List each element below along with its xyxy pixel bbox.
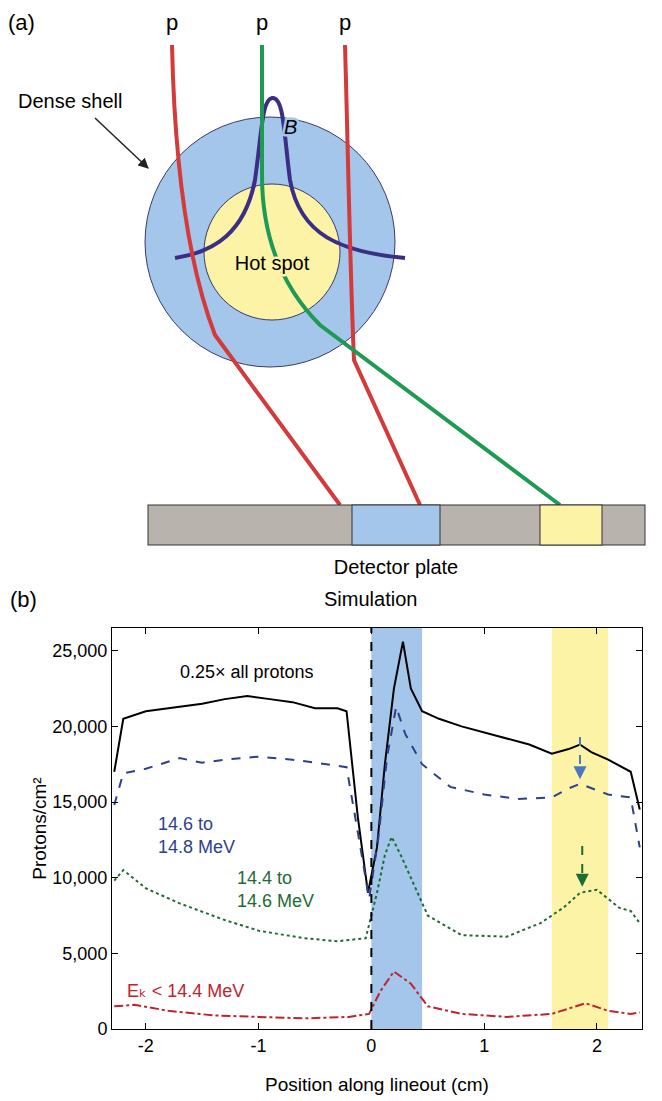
svg-text:p: p [339, 10, 351, 35]
svg-text:0: 0 [366, 1036, 376, 1056]
svg-text:0: 0 [97, 1019, 107, 1039]
svg-text:20,000: 20,000 [52, 717, 107, 737]
svg-text:1: 1 [479, 1036, 489, 1056]
svg-text:Detector plate: Detector plate [334, 556, 459, 578]
svg-text:5,000: 5,000 [62, 944, 107, 964]
svg-text:-1: -1 [251, 1036, 267, 1056]
svg-text:p: p [256, 10, 268, 35]
svg-text:-2: -2 [138, 1036, 154, 1056]
svg-text:Eₖ < 14.4 MeV: Eₖ < 14.4 MeV [127, 981, 244, 1001]
svg-text:(b): (b) [10, 587, 37, 612]
svg-text:(a): (a) [8, 10, 35, 35]
svg-text:15,000: 15,000 [52, 792, 107, 812]
svg-text:14.4 to14.6 MeV: 14.4 to14.6 MeV [237, 868, 314, 911]
svg-text:Position along lineout (cm): Position along lineout (cm) [265, 1074, 489, 1095]
svg-text:2: 2 [592, 1036, 602, 1056]
svg-text:B: B [284, 116, 297, 138]
svg-text:p: p [166, 10, 178, 35]
svg-text:Protons/cm²: Protons/cm² [29, 777, 50, 879]
svg-text:0.25× all protons: 0.25× all protons [180, 662, 314, 682]
svg-text:14.6 to14.8 MeV: 14.6 to14.8 MeV [158, 814, 235, 857]
svg-text:Dense shell: Dense shell [18, 90, 123, 112]
svg-text:10,000: 10,000 [52, 868, 107, 888]
svg-text:25,000: 25,000 [52, 641, 107, 661]
svg-text:Simulation: Simulation [324, 588, 417, 610]
svg-text:Hot spot: Hot spot [235, 252, 310, 274]
